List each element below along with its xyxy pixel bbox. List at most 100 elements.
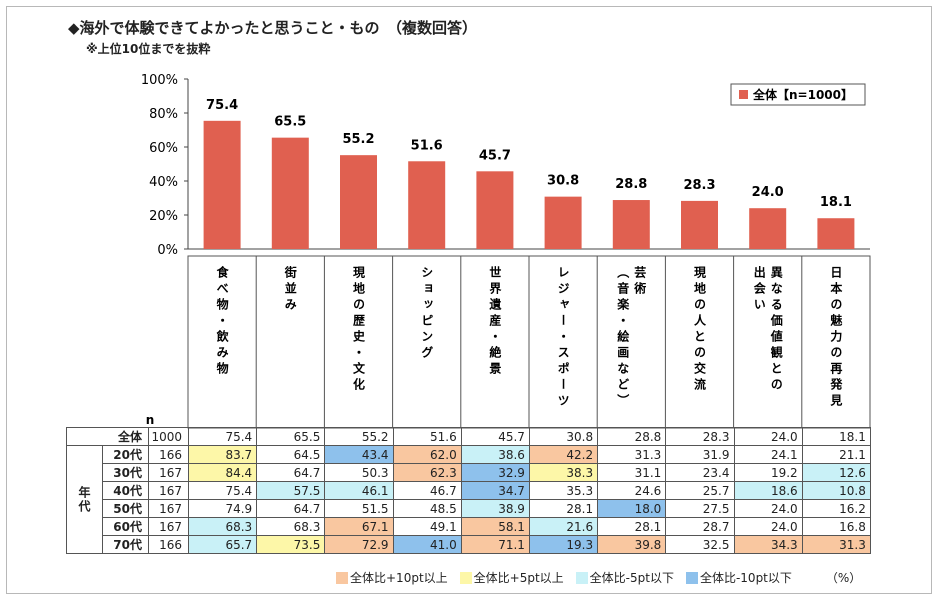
table-cell: 28.1 bbox=[597, 517, 667, 536]
bar bbox=[612, 200, 650, 249]
bar bbox=[476, 171, 514, 249]
table-cell: 32.5 bbox=[665, 535, 735, 554]
table-cell: 50.3 bbox=[324, 463, 394, 482]
table-cell: 73.5 bbox=[256, 535, 326, 554]
row-label: 60代 bbox=[102, 517, 149, 536]
y-tick-label: 0% bbox=[157, 243, 178, 258]
group-label: 年代 bbox=[66, 445, 103, 554]
value-labels: 75.4 65.5 55.2 51.6 45.7 30.8 28.8 28.3 24.0 18.1 bbox=[206, 98, 852, 210]
row-label: 全体 bbox=[66, 427, 149, 446]
bar-value-label: 65.5 bbox=[274, 115, 306, 130]
category-label: 現地の歴史・文化 bbox=[352, 266, 366, 394]
table-cell: 38.9 bbox=[460, 499, 530, 518]
bar bbox=[271, 137, 309, 249]
table-cell: 46.7 bbox=[392, 481, 462, 500]
table-cell: 31.3 bbox=[597, 445, 667, 464]
unit-label: （%） bbox=[825, 571, 862, 585]
table-cell: 41.0 bbox=[392, 535, 462, 554]
row-label: 40代 bbox=[102, 481, 149, 500]
table-row: 年代 20代 166 83.7 64.5 43.4 62.0 38.6 42.2 31.3 31.9… bbox=[66, 445, 871, 554]
table-legend-item: 全体比+5pt以上 bbox=[459, 569, 564, 586]
table-cell: 21.1 bbox=[801, 445, 871, 464]
table-row: 30代 167 84.4 64.7 50.3 62.3 32.9 38.3 31.1 23.4 19… bbox=[67, 463, 871, 482]
category-label: 芸術 bbox=[633, 265, 647, 298]
table-cell: 83.7 bbox=[187, 445, 258, 464]
table-cell: 42.2 bbox=[528, 445, 599, 464]
table-legend-item: 全体比-10pt以下 bbox=[685, 569, 792, 586]
table-cell: 24.0 bbox=[733, 517, 803, 536]
table-cell: 24.1 bbox=[733, 445, 803, 464]
row-n: 167 bbox=[148, 517, 189, 536]
bar-value-label: 45.7 bbox=[479, 148, 511, 163]
table-cell: 35.3 bbox=[528, 481, 599, 500]
bar bbox=[749, 208, 787, 249]
table-cell: 46.1 bbox=[324, 481, 394, 500]
bar-value-label: 28.3 bbox=[683, 178, 715, 193]
table-legend-label: 全体比-5pt以下 bbox=[589, 571, 674, 585]
legend-box bbox=[730, 83, 866, 106]
table-cell: 45.7 bbox=[460, 427, 530, 446]
table-cell: 16.8 bbox=[801, 517, 871, 536]
table-cell: 28.8 bbox=[597, 427, 667, 446]
table-cell: 32.9 bbox=[460, 463, 530, 482]
row-label: 30代 bbox=[102, 463, 149, 482]
table-cell: 18.1 bbox=[801, 427, 871, 446]
table-legend-swatch bbox=[459, 571, 472, 584]
table-legend: 全体比+10pt以上 全体比+5pt以上 全体比-5pt以下 全体比-10pt以下 （%… bbox=[336, 569, 861, 586]
bar bbox=[681, 200, 718, 249]
table-cell: 30.8 bbox=[528, 427, 599, 446]
table-row-total: 全体 1000 75.4 65.5 55.2 51.6 45.7 30.8 28.8 28.3 24… bbox=[66, 427, 871, 446]
table-cell: 34.3 bbox=[733, 535, 803, 554]
row-n: 166 bbox=[148, 535, 189, 554]
table-cell: 31.9 bbox=[665, 445, 735, 464]
table-cell: 72.9 bbox=[324, 535, 394, 554]
row-n: 167 bbox=[148, 481, 189, 500]
bar-value-label: 30.8 bbox=[547, 174, 579, 189]
y-tick-label: 40% bbox=[149, 175, 178, 190]
table-cell: 62.3 bbox=[392, 463, 462, 482]
table-cell: 10.8 bbox=[801, 481, 871, 500]
row-label: 50代 bbox=[102, 499, 149, 518]
chart-subtitle: ※上位10位までを抜粋 bbox=[86, 42, 211, 56]
table-legend-item: 全体比+10pt以上 bbox=[336, 569, 448, 586]
bar-value-label: 55.2 bbox=[342, 132, 374, 147]
table-cell: 19.3 bbox=[528, 535, 599, 554]
table-cell: 51.6 bbox=[392, 427, 462, 446]
table-cell: 25.7 bbox=[665, 481, 735, 500]
table-cell: 31.1 bbox=[597, 463, 667, 482]
table-row: 40代 167 75.4 57.5 46.1 46.7 34.7 35.3 24.6 25.7 18… bbox=[67, 481, 871, 500]
table-cell: 31.3 bbox=[801, 535, 871, 554]
category-label: レジャー・スポーツ bbox=[556, 266, 570, 410]
chart-legend: 全体【n=1000】 bbox=[730, 83, 866, 106]
y-tick-label: 20% bbox=[149, 209, 178, 224]
table-cell: 18.6 bbox=[733, 481, 803, 500]
y-tick-label: 80% bbox=[149, 107, 178, 122]
category-label: 世界遺産・絶景 bbox=[488, 265, 502, 378]
row-n: 167 bbox=[148, 463, 189, 482]
table-cell: 18.0 bbox=[597, 499, 667, 518]
bar-series bbox=[203, 120, 855, 249]
crosstab-table: 全体 1000 75.4 65.5 55.2 51.6 45.7 30.8 28.8 28.3 24… bbox=[66, 427, 871, 554]
table-cell: 21.6 bbox=[528, 517, 599, 536]
table-cell: 27.5 bbox=[665, 499, 735, 518]
table-legend-swatch bbox=[575, 571, 588, 584]
table-legend-label: 全体比+10pt以上 bbox=[350, 571, 448, 585]
category-label: 異なる価値観との bbox=[769, 266, 783, 394]
table-cell: 71.1 bbox=[460, 535, 530, 554]
category-label: 日本の魅力の再発見 bbox=[829, 266, 843, 410]
row-n: 1000 bbox=[148, 427, 189, 446]
bar bbox=[203, 120, 241, 249]
row-label: 20代 bbox=[102, 445, 149, 464]
table-row: 50代 167 74.9 64.7 51.5 48.5 38.9 28.1 18.0 27.5 24… bbox=[67, 499, 871, 518]
table-cell: 68.3 bbox=[187, 517, 258, 536]
table-cell: 38.6 bbox=[460, 445, 530, 464]
table-cell: 28.1 bbox=[528, 499, 599, 518]
table-legend-label: 全体比-10pt以下 bbox=[699, 571, 792, 585]
table-cell: 64.7 bbox=[256, 499, 326, 518]
table-legend-swatch bbox=[685, 571, 698, 584]
table-cell: 57.5 bbox=[256, 481, 326, 500]
n-header: n bbox=[146, 413, 155, 427]
category-labels: 食べ物・飲み物 街並み 現地の歴史・文化 ショッピング 世界遺産・絶景 レジャー・スポーツ… bbox=[146, 255, 871, 429]
legend-swatch bbox=[739, 90, 748, 99]
table-cell: 64.7 bbox=[256, 463, 326, 482]
